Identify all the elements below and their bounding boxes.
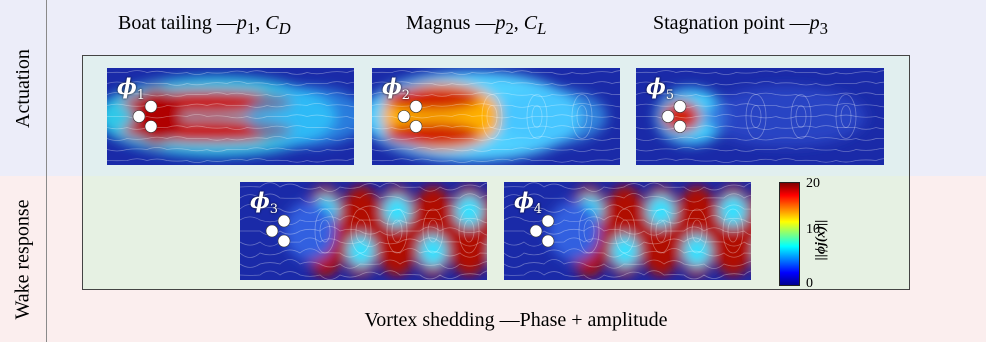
colorbar-tick-max: 20 bbox=[806, 176, 820, 191]
colorbar-label: ||ϕj(x)|| bbox=[813, 219, 828, 261]
mode-label: ϕ2 bbox=[382, 74, 411, 104]
column-title-stagnation-point: Stagnation point —p3 bbox=[653, 12, 828, 38]
cylinders bbox=[265, 214, 291, 248]
cylinders bbox=[132, 100, 158, 133]
field-magnitude bbox=[656, 86, 866, 147]
flow-field-svg bbox=[240, 182, 487, 280]
mode-label: ϕ3 bbox=[250, 188, 279, 218]
mode-label: ϕ5 bbox=[646, 74, 675, 104]
mode-plot-phi2: ϕ2 bbox=[372, 68, 620, 165]
flow-field-svg bbox=[636, 68, 884, 165]
row-label-actuation: Actuation bbox=[0, 0, 47, 176]
cylinders bbox=[529, 214, 555, 248]
field-magnitude bbox=[548, 185, 751, 277]
field-magnitude bbox=[107, 76, 354, 157]
field-magnitude bbox=[284, 185, 487, 277]
mode-label: ϕ1 bbox=[117, 74, 146, 104]
column-title-magnus: Magnus —p2, CL bbox=[406, 12, 547, 38]
flow-field-svg bbox=[504, 182, 751, 280]
cylinders bbox=[397, 100, 423, 133]
mode-plot-phi1: ϕ1 bbox=[107, 68, 354, 165]
mode-plot-phi4: ϕ4 bbox=[504, 182, 751, 280]
flow-field-svg bbox=[107, 68, 354, 165]
colorbar bbox=[779, 182, 800, 286]
flow-field-svg bbox=[372, 68, 620, 165]
mode-plot-phi3: ϕ3 bbox=[240, 182, 487, 280]
mode-label: ϕ4 bbox=[514, 188, 543, 218]
cylinders bbox=[661, 100, 687, 133]
colorbar-tick-min: 0 bbox=[806, 276, 813, 291]
field-magnitude bbox=[372, 71, 607, 162]
mode-plot-phi5: ϕ5 bbox=[636, 68, 884, 165]
bottom-caption: Vortex shedding —Phase + amplitude bbox=[364, 309, 668, 331]
row-label-wake-response: Wake response bbox=[0, 176, 47, 342]
colorbar-tick-mid: 10 bbox=[806, 222, 820, 237]
column-title-boat-tailing: Boat tailing —p1, CD bbox=[118, 12, 291, 38]
